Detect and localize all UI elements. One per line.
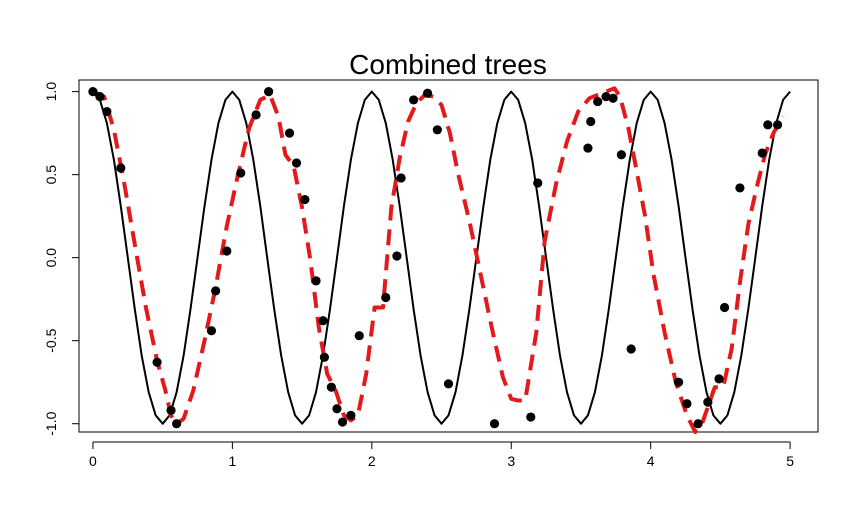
- data-point: [95, 92, 105, 102]
- data-point: [673, 377, 684, 387]
- data-point: [396, 173, 406, 183]
- data-point: [533, 178, 543, 188]
- data-point: [601, 92, 611, 102]
- data-point: [284, 128, 295, 138]
- chart-title: Combined trees: [349, 49, 547, 80]
- data-point: [583, 143, 593, 153]
- y-tick-label: 0.0: [43, 248, 59, 268]
- data-point: [593, 96, 603, 107]
- data-point: [264, 87, 274, 97]
- data-point: [152, 357, 162, 367]
- data-point: [222, 246, 232, 256]
- data-point: [422, 88, 433, 98]
- data-point: [526, 412, 536, 422]
- data-point: [489, 419, 500, 429]
- x-tick-label: 5: [786, 453, 794, 469]
- data-point: [409, 95, 419, 105]
- data-point: [586, 116, 596, 127]
- x-tick-label: 2: [368, 453, 376, 469]
- series-layer: [88, 86, 791, 434]
- data-point: [326, 382, 336, 392]
- data-point: [682, 399, 692, 409]
- data-point: [392, 251, 402, 261]
- data-point: [381, 292, 391, 303]
- data-point: [166, 405, 176, 416]
- data-point: [332, 404, 342, 414]
- x-tick-label: 3: [507, 453, 515, 469]
- data-point: [432, 125, 442, 135]
- x-tick-label: 1: [228, 453, 236, 469]
- data-point: [693, 419, 703, 429]
- data-point: [735, 183, 745, 193]
- data-point: [211, 286, 221, 296]
- data-point: [337, 417, 348, 427]
- data-point: [318, 316, 328, 326]
- data-point: [757, 148, 767, 158]
- data-point: [719, 302, 730, 313]
- data-point: [236, 168, 246, 178]
- y-tick-label: -0.5: [43, 328, 59, 352]
- x-tick-label: 4: [647, 453, 655, 469]
- data-point: [311, 276, 321, 286]
- data-point: [102, 106, 112, 117]
- data-point: [251, 110, 261, 120]
- data-point: [206, 326, 217, 336]
- data-point: [291, 158, 302, 168]
- data-point: [703, 397, 713, 407]
- data-point: [116, 163, 126, 173]
- y-axis: -1.0 -0.5 0.0 0.5 1.0: [43, 82, 80, 436]
- data-point: [319, 352, 330, 362]
- series-line-dashed: [92, 86, 785, 434]
- data-point: [616, 150, 626, 160]
- data-point: [346, 410, 356, 420]
- data-point: [354, 331, 364, 341]
- x-axis: 0 1 2 3 4 5: [89, 441, 794, 469]
- data-point: [608, 93, 618, 103]
- data-point: [714, 374, 724, 384]
- y-tick-label: 1.0: [43, 82, 59, 102]
- data-point: [88, 87, 98, 97]
- data-point: [172, 419, 182, 429]
- data-point: [300, 194, 310, 205]
- data-point: [772, 120, 783, 130]
- series-line-solid: [92, 90, 791, 425]
- y-tick-label: -1.0: [43, 411, 59, 435]
- x-tick-label: 0: [89, 453, 97, 469]
- data-point: [626, 344, 636, 354]
- data-point: [443, 379, 454, 389]
- y-tick-label: 0.5: [43, 165, 59, 185]
- data-point: [763, 120, 773, 130]
